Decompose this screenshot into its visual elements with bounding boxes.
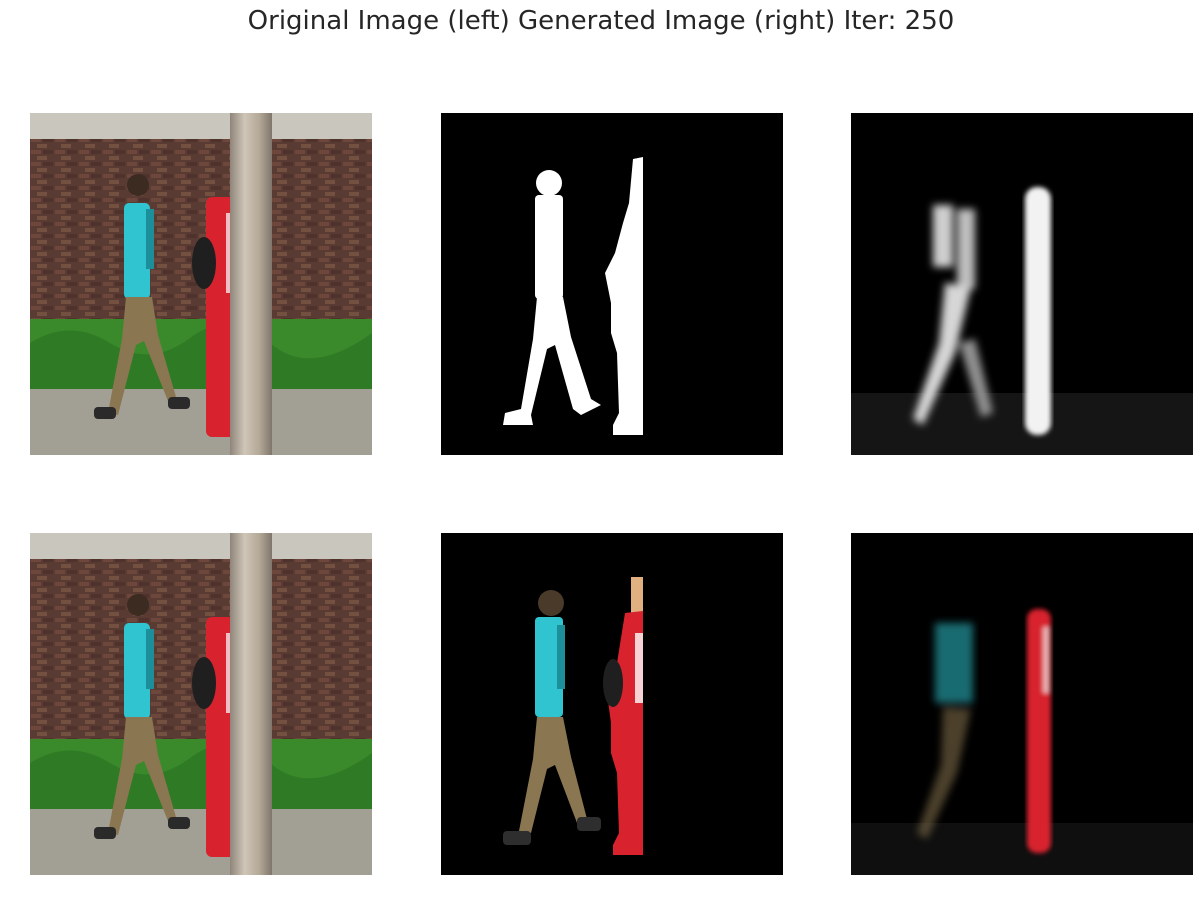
person-walking-icon — [913, 205, 993, 425]
tree-trunk — [230, 533, 272, 875]
photo-scene — [30, 113, 372, 455]
panel-original-photo-row2 — [30, 533, 372, 875]
blurred-masked-photo — [851, 533, 1193, 875]
person-walking-icon — [94, 594, 190, 839]
soft-mask — [851, 113, 1193, 455]
person-walking-icon — [94, 174, 190, 419]
photo-scene — [30, 533, 372, 875]
tree-trunk — [230, 113, 272, 455]
person-walking-icon — [1025, 187, 1051, 435]
binary-mask — [441, 113, 783, 455]
person-walking-icon — [917, 623, 973, 839]
panel-generated-cutout — [851, 533, 1193, 875]
figure-title: Original Image (left) Generated Image (r… — [247, 6, 955, 36]
panel-generated-mask — [851, 113, 1193, 455]
panel-ground-truth-cutout — [441, 533, 783, 875]
person-walking-icon — [503, 590, 601, 845]
person-walking-icon — [1027, 609, 1051, 853]
person-walking-icon — [503, 170, 601, 425]
person-walking-icon — [605, 157, 643, 435]
panel-original-photo-row1 — [30, 113, 372, 455]
person-walking-icon — [603, 577, 643, 855]
person-walking-icon — [192, 197, 236, 437]
panel-ground-truth-mask — [441, 113, 783, 455]
masked-photo — [441, 533, 783, 875]
